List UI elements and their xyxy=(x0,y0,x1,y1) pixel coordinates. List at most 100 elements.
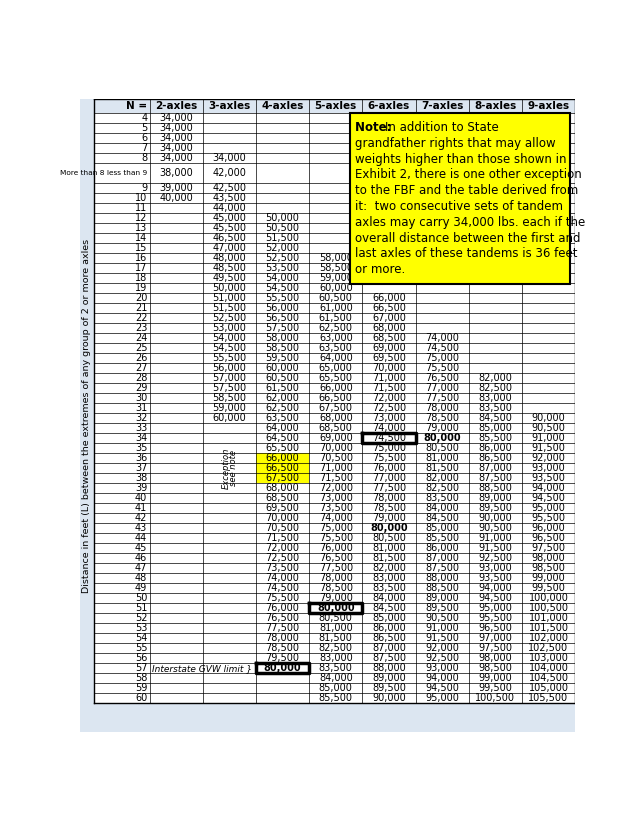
Text: 77,500: 77,500 xyxy=(319,563,353,573)
Text: 81,000: 81,000 xyxy=(426,453,459,463)
Text: 87,000: 87,000 xyxy=(372,643,406,653)
Text: 94,500: 94,500 xyxy=(532,493,566,503)
Text: 54,000: 54,000 xyxy=(212,332,247,343)
Text: 11: 11 xyxy=(135,202,148,212)
Text: 102,500: 102,500 xyxy=(528,643,569,653)
Text: 100,000: 100,000 xyxy=(528,593,569,603)
Text: 81,500: 81,500 xyxy=(372,553,406,563)
Text: 96,500: 96,500 xyxy=(479,623,512,633)
Text: 98,500: 98,500 xyxy=(532,563,566,573)
Text: 9: 9 xyxy=(141,183,148,193)
Text: 42,500: 42,500 xyxy=(212,183,247,193)
Text: 58,000: 58,000 xyxy=(266,332,300,343)
Text: overall distance between the first and: overall distance between the first and xyxy=(355,231,580,244)
Text: 66,500: 66,500 xyxy=(319,393,353,403)
Text: 68,000: 68,000 xyxy=(266,483,300,493)
Text: 54: 54 xyxy=(135,633,148,643)
Text: 65,000: 65,000 xyxy=(319,363,353,373)
Text: 72,000: 72,000 xyxy=(266,543,300,553)
Text: 42: 42 xyxy=(135,513,148,523)
Text: 71,000: 71,000 xyxy=(372,373,406,383)
Text: 81,500: 81,500 xyxy=(319,633,353,643)
Text: 77,500: 77,500 xyxy=(372,483,406,493)
Text: 61,000: 61,000 xyxy=(319,303,353,313)
Text: 77,500: 77,500 xyxy=(266,623,300,633)
Text: 88,500: 88,500 xyxy=(425,583,459,593)
Text: 98,500: 98,500 xyxy=(479,663,512,673)
Text: 72,500: 72,500 xyxy=(372,403,406,413)
Text: 81,500: 81,500 xyxy=(425,463,459,473)
Text: 76,000: 76,000 xyxy=(319,543,353,553)
Text: 62,500: 62,500 xyxy=(319,323,353,332)
Text: 67,500: 67,500 xyxy=(319,403,353,413)
Text: 89,000: 89,000 xyxy=(372,673,406,683)
Text: 71,500: 71,500 xyxy=(372,383,406,393)
Text: 26: 26 xyxy=(135,353,148,363)
Text: 78,000: 78,000 xyxy=(425,403,459,413)
Text: 52: 52 xyxy=(135,613,148,623)
Text: 93,500: 93,500 xyxy=(532,473,566,483)
Text: 31: 31 xyxy=(135,403,148,413)
Text: 51,000: 51,000 xyxy=(212,293,247,303)
Text: 60: 60 xyxy=(135,693,148,703)
Text: 64,000: 64,000 xyxy=(319,353,353,363)
Text: 54,000: 54,000 xyxy=(266,272,300,283)
Text: 74,000: 74,000 xyxy=(425,332,459,343)
Text: 79,000: 79,000 xyxy=(319,593,353,603)
Text: 103,000: 103,000 xyxy=(528,653,569,663)
Text: 90,000: 90,000 xyxy=(532,413,566,423)
Text: 81,000: 81,000 xyxy=(319,623,353,633)
Text: 34,000: 34,000 xyxy=(159,113,193,123)
Text: 83,500: 83,500 xyxy=(479,403,512,413)
Text: 58,500: 58,500 xyxy=(266,343,300,353)
Text: Note:: Note: xyxy=(355,121,400,134)
Text: 38: 38 xyxy=(135,473,148,483)
Text: 42,000: 42,000 xyxy=(212,168,247,178)
Text: 58,000: 58,000 xyxy=(319,253,353,263)
Text: In addition to State: In addition to State xyxy=(385,121,499,134)
Text: 78,500: 78,500 xyxy=(425,413,459,423)
Text: 92,500: 92,500 xyxy=(479,553,512,563)
Text: 105,500: 105,500 xyxy=(528,693,569,703)
Text: 82,500: 82,500 xyxy=(319,643,353,653)
Text: 59: 59 xyxy=(135,683,148,693)
Text: 74,000: 74,000 xyxy=(266,573,300,583)
Text: 85,000: 85,000 xyxy=(319,683,353,693)
Text: 82,000: 82,000 xyxy=(479,373,512,383)
Text: 81,000: 81,000 xyxy=(372,543,406,553)
Text: 69,000: 69,000 xyxy=(372,343,406,353)
Text: 17: 17 xyxy=(135,263,148,272)
Text: 63,000: 63,000 xyxy=(319,332,353,343)
Text: 80,000: 80,000 xyxy=(423,433,461,443)
Text: 46,500: 46,500 xyxy=(212,233,247,243)
Text: Interstate GVW limit }: Interstate GVW limit } xyxy=(152,663,252,672)
Text: 68,000: 68,000 xyxy=(372,323,406,332)
Text: 80,500: 80,500 xyxy=(372,533,406,543)
Text: 84,500: 84,500 xyxy=(372,603,406,613)
Text: 86,500: 86,500 xyxy=(372,633,406,643)
Text: 74,500: 74,500 xyxy=(372,433,406,443)
Text: 50,000: 50,000 xyxy=(212,283,247,293)
Text: 58: 58 xyxy=(135,673,148,683)
Text: 89,000: 89,000 xyxy=(479,493,512,503)
Text: 85,500: 85,500 xyxy=(319,693,353,703)
Text: 65,500: 65,500 xyxy=(319,373,353,383)
Text: 86,000: 86,000 xyxy=(426,543,459,553)
Text: 50,500: 50,500 xyxy=(266,223,300,233)
Text: 80,000: 80,000 xyxy=(317,603,355,613)
Text: 74,500: 74,500 xyxy=(425,343,459,353)
Text: 74,000: 74,000 xyxy=(319,513,353,523)
Text: 47,000: 47,000 xyxy=(212,243,247,253)
Text: 83,500: 83,500 xyxy=(319,663,353,673)
Bar xyxy=(256,453,309,463)
Text: 98,000: 98,000 xyxy=(532,553,566,563)
Text: 48,000: 48,000 xyxy=(213,253,246,263)
Text: 84,000: 84,000 xyxy=(372,593,406,603)
Text: 82,000: 82,000 xyxy=(425,473,459,483)
Text: 60,000: 60,000 xyxy=(213,413,246,423)
Text: 69,000: 69,000 xyxy=(319,433,353,443)
Text: 21: 21 xyxy=(135,303,148,313)
Text: 60,000: 60,000 xyxy=(319,283,353,293)
Text: 91,000: 91,000 xyxy=(426,623,459,633)
Text: 73,000: 73,000 xyxy=(319,493,353,503)
